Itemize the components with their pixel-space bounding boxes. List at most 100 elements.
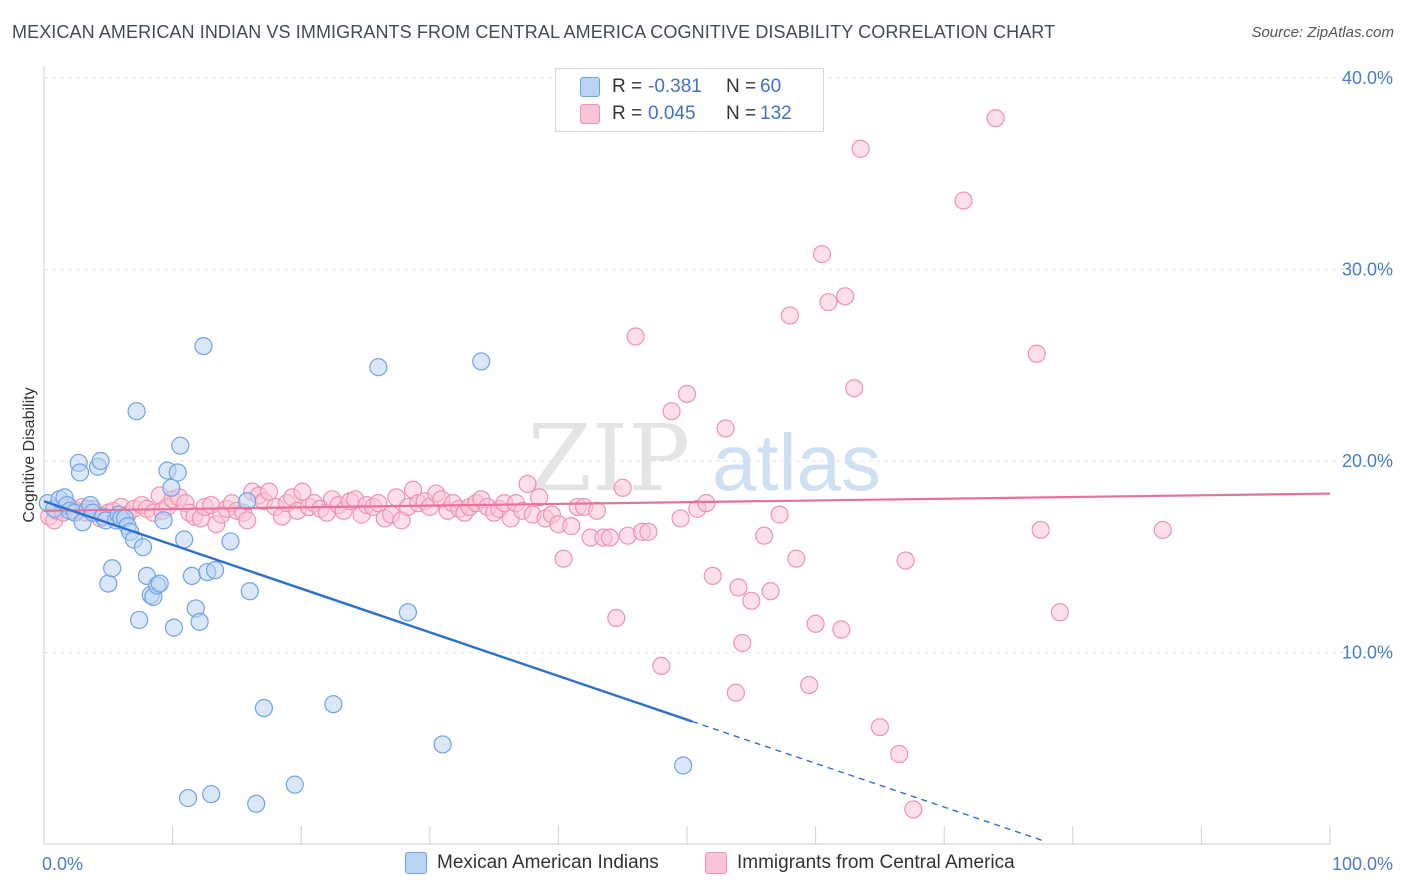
data-point-mexican-american — [324, 695, 343, 714]
pink-swatch — [580, 104, 600, 124]
data-point-immigrants — [697, 494, 716, 513]
data-point-immigrants — [293, 482, 312, 501]
y-tick-labels: 10.0% 20.0% 30.0% 40.0% — [1342, 68, 1393, 663]
data-point-mexican-american — [205, 561, 225, 580]
data-point-mexican-american — [285, 775, 304, 794]
data-point-immigrants — [755, 526, 774, 545]
data-point-immigrants — [845, 379, 864, 398]
data-point-immigrants — [986, 109, 1005, 128]
data-point-mexican-american — [369, 358, 388, 377]
x-tick-label: 100.0% — [1332, 854, 1393, 874]
watermark: ZIP atlas — [528, 405, 881, 512]
data-point-immigrants — [770, 505, 789, 524]
data-point-mexican-american — [221, 532, 240, 551]
data-point-mexican-american — [150, 574, 169, 593]
data-point-mexican-american — [398, 603, 418, 622]
data-point-immigrants — [1050, 603, 1070, 622]
data-point-mexican-american — [472, 352, 491, 371]
data-point-mexican-american — [168, 463, 187, 482]
data-point-immigrants — [238, 511, 257, 530]
data-point-immigrants — [836, 287, 855, 306]
data-point-mexican-american — [91, 451, 110, 471]
watermark-zip: ZIP — [528, 405, 690, 512]
data-point-mexican-american — [182, 566, 201, 586]
data-point-mexican-american — [433, 735, 452, 754]
legend-item-mexican-american: Mexican American Indians — [405, 852, 659, 874]
data-point-mexican-american — [254, 698, 274, 718]
trend-line-mexican-american-extension — [691, 720, 1043, 841]
source-label: Source: ZipAtlas.com — [1251, 24, 1394, 41]
data-point-immigrants — [780, 306, 799, 325]
data-point-mexican-american — [99, 574, 118, 593]
data-point-immigrants — [530, 488, 549, 507]
watermark-atlas: atlas — [712, 418, 881, 507]
legend-row-pink: R = 0.045 N = 132 — [580, 102, 792, 126]
data-point-mexican-american — [130, 610, 149, 630]
y-tick-label: 20.0% — [1342, 451, 1393, 471]
data-point-immigrants — [729, 578, 748, 597]
legend-label: Mexican American Indians — [437, 852, 659, 873]
data-point-mexican-american — [238, 492, 257, 511]
data-point-immigrants — [896, 551, 915, 570]
data-point-immigrants — [652, 656, 671, 676]
data-point-immigrants — [600, 528, 619, 547]
correlation-legend: R = -0.381 N = 60 R = 0.045 N = 132 — [555, 68, 824, 132]
data-point-immigrants — [587, 501, 607, 520]
data-point-immigrants — [812, 245, 832, 264]
data-point-immigrants — [703, 566, 722, 586]
data-point-mexican-american — [103, 559, 122, 578]
n-value: 132 — [760, 103, 792, 124]
x-tick-labels: 0.0% 100.0% — [42, 854, 1393, 874]
data-point-immigrants — [1153, 520, 1172, 540]
data-point-immigrants — [726, 683, 745, 702]
data-point-immigrants — [613, 478, 632, 497]
trend-lines — [43, 492, 1331, 841]
y-axis-label: Cognitive Disability — [21, 387, 38, 522]
axes — [43, 66, 1331, 845]
data-point-immigrants — [1031, 520, 1050, 540]
data-point-immigrants — [851, 139, 870, 158]
data-point-immigrants — [671, 509, 690, 528]
y-tick-label: 40.0% — [1342, 68, 1393, 88]
legend-swatch-blue — [405, 852, 427, 874]
grid-lines — [44, 77, 1392, 653]
data-point-mexican-american — [190, 612, 209, 631]
data-point-immigrants — [554, 549, 573, 568]
data-point-immigrants — [259, 482, 279, 501]
data-point-mexican-american — [171, 436, 190, 455]
r-label: R = — [612, 76, 643, 97]
series-legend: Mexican American Indians Immigrants from… — [0, 852, 1406, 878]
y-tick-label: 30.0% — [1342, 260, 1393, 280]
r-value: 0.045 — [648, 103, 696, 124]
data-point-mexican-american — [178, 788, 198, 808]
trend-line-immigrants — [43, 492, 1331, 512]
data-point-immigrants — [787, 549, 806, 568]
data-point-immigrants — [607, 608, 626, 628]
n-value: 60 — [760, 76, 782, 97]
data-point-mexican-american — [164, 618, 183, 637]
data-point-mexican-american — [202, 785, 221, 804]
data-point-mexican-american — [247, 794, 266, 813]
legend-label: Immigrants from Central America — [737, 852, 1015, 873]
data-point-immigrants — [518, 474, 537, 494]
data-point-immigrants — [761, 582, 780, 601]
data-point-immigrants — [562, 517, 581, 536]
data-point-immigrants — [832, 620, 851, 639]
data-point-immigrants — [806, 614, 825, 633]
data-point-immigrants — [716, 419, 735, 438]
n-label: N = — [726, 76, 757, 97]
series-mexican-american-points — [38, 337, 693, 813]
data-point-immigrants — [954, 191, 973, 210]
chart-title: MEXICAN AMERICAN INDIAN VS IMMIGRANTS FR… — [12, 22, 1056, 42]
data-point-mexican-american — [127, 402, 146, 421]
data-point-immigrants — [890, 744, 909, 764]
data-point-immigrants — [904, 800, 923, 819]
r-value: -0.381 — [648, 76, 702, 97]
data-point-mexican-american — [175, 530, 194, 549]
x-tick-label: 0.0% — [42, 854, 83, 874]
data-point-mexican-american — [162, 478, 181, 497]
data-point-immigrants — [677, 384, 697, 404]
data-point-immigrants — [742, 591, 761, 610]
data-point-mexican-american — [194, 337, 213, 356]
